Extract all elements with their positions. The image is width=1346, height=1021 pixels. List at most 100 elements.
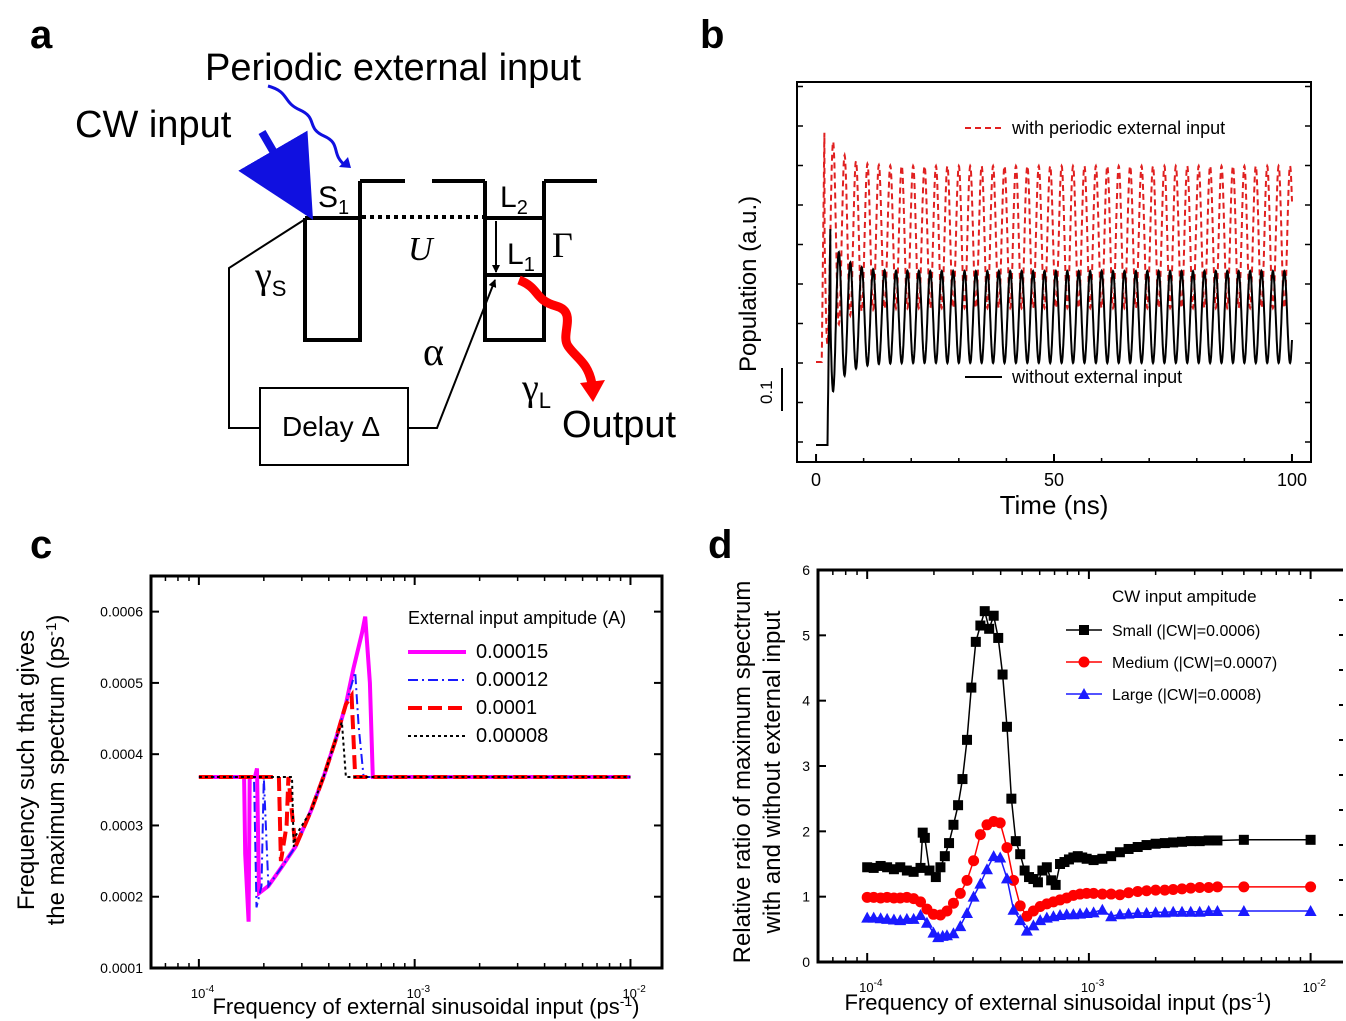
chart-b-x-tick-label: 50: [1044, 470, 1064, 490]
chart-c-ylabel: Frequency such that gives: [13, 630, 40, 910]
chart-d-marker: [924, 865, 935, 876]
chart-d-marker: [1106, 851, 1117, 862]
chart-c-y-tick-label: 0.0002: [100, 889, 143, 905]
chart-d-y-tick-label: 3: [802, 758, 810, 774]
chart-d-marker: [1019, 865, 1030, 876]
chart-d-marker: [914, 908, 927, 920]
chart-d-marker: [980, 863, 993, 875]
output-arrowhead: [580, 380, 605, 402]
chart-d-y-tick-label: 2: [802, 823, 810, 839]
diagram-panel-a: Periodic external input CW input S1 L2 L…: [75, 47, 677, 466]
panel-label-b: b: [700, 13, 724, 57]
chart-d-marker: [907, 912, 920, 924]
chart-d-marker: [974, 877, 987, 889]
chart-d-legend-label: Medium (|CW|=0.0007): [1112, 655, 1277, 672]
chart-b-x-tick-label: 100: [1277, 470, 1307, 490]
l1-label: L1: [507, 238, 535, 276]
chart-d-marker: [997, 669, 1008, 680]
chart-d-marker: [1027, 919, 1040, 931]
chart-d-marker: [1185, 882, 1197, 894]
chart-c-x-tick-label: 10-3: [407, 984, 431, 1001]
chart-d-marker: [939, 851, 950, 862]
chart-d-legend-title: CW input ampitude: [1112, 587, 1257, 606]
chart-d-marker: [1097, 853, 1108, 864]
chart-d-marker: [1014, 914, 1027, 926]
chart-c-legend-label: 0.0001: [476, 697, 537, 719]
chart-d-marker: [1000, 872, 1013, 884]
chart-b-x-ticks: 0 50 100: [811, 454, 1307, 490]
chart-d-marker: [1001, 721, 1012, 732]
chart-c-series-line: [198, 721, 631, 847]
chart-c-legend-label: 0.00008: [476, 725, 548, 747]
chart-b-y-ticks: [797, 85, 1311, 443]
chart-d-marker: [882, 862, 893, 873]
chart-d-marker: [1096, 903, 1109, 915]
chart-d-marker: [862, 862, 873, 873]
chart-d-marker: [1184, 905, 1197, 917]
chart-d-marker: [962, 734, 973, 745]
chart-d-marker: [1237, 905, 1250, 917]
energy-levels: [258, 179, 597, 342]
chart-d-marker: [1177, 836, 1188, 847]
chart-d-marker: [1050, 879, 1061, 890]
chart-d-marker: [919, 832, 930, 843]
chart-d-marker: [1006, 793, 1017, 804]
chart-d-marker: [1305, 834, 1316, 845]
chart-d-marker: [1150, 884, 1162, 896]
panel-label-a: a: [30, 13, 53, 57]
chart-d-marker: [1158, 906, 1171, 918]
chart-d-marker: [1088, 855, 1099, 866]
chart-d-marker: [1211, 881, 1223, 893]
chart-d-marker: [968, 855, 980, 867]
chart-d-marker: [961, 907, 974, 918]
chart-c-frame: [149, 574, 664, 970]
chart-d-x-tick-label: 10-3: [1081, 978, 1105, 995]
chart-d-marker: [954, 887, 966, 899]
chart-d-marker: [1304, 905, 1317, 917]
panel-label-c: c: [30, 523, 52, 567]
chart-d-legend-marker: [1078, 688, 1090, 699]
chart-d-marker: [993, 632, 1004, 643]
chart-d-marker: [908, 866, 919, 877]
gamma-cap-label: Γ: [552, 225, 573, 265]
chart-d-marker: [944, 838, 955, 849]
chart-d-marker: [994, 851, 1007, 863]
chart-d-marker: [967, 890, 980, 902]
chart-d-y-tick-label: 5: [802, 627, 810, 643]
chart-d-marker: [1081, 853, 1092, 864]
chart-d-marker: [1014, 900, 1026, 912]
chart-c-legend-label: 0.00012: [476, 669, 548, 691]
chart-d-marker: [875, 860, 886, 871]
chart-d-legend-label: Small (|CW|=0.0006): [1112, 623, 1260, 640]
chart-d-marker: [1041, 862, 1052, 873]
cw-input-arrow: [238, 129, 314, 220]
chart-d-y-tick-label: 4: [802, 693, 810, 709]
chart-b-scale-bar-label: 0.1: [757, 380, 776, 404]
chart-d-marker: [954, 920, 967, 932]
chart-d-marker: [1131, 907, 1144, 918]
chart-c-y-tick-label: 0.0001: [100, 960, 143, 976]
chart-c: 10-4 10-3 10-2 0.0001 0.0002 0.0003 0.0004 0.00…: [13, 574, 664, 1019]
chart-c-y-tick-label: 0.0003: [100, 817, 143, 833]
chart-b: 0 50 100 with periodic external input witho…: [735, 81, 1312, 520]
periodic-input-wavy-arrow: [267, 84, 347, 168]
chart-d-marker: [975, 620, 986, 631]
chart-b-legend: with periodic external input without exte…: [965, 118, 1225, 387]
chart-d-marker: [1203, 835, 1214, 846]
chart-d-marker: [915, 896, 927, 908]
chart-d-marker: [1010, 836, 1021, 847]
chart-b-legend-label: without external input: [1011, 367, 1182, 387]
chart-d-marker: [1123, 887, 1135, 899]
chart-d-marker: [1167, 883, 1179, 895]
chart-d-marker: [953, 800, 964, 811]
chart-d-marker: [1123, 843, 1134, 854]
chart-b-x-tick-label: 0: [811, 470, 821, 490]
chart-c-y-tick-label: 0.0006: [100, 604, 143, 620]
chart-c-y-tick-label: 0.0004: [100, 746, 143, 762]
periodic-input-label: Periodic external input: [205, 47, 581, 89]
chart-d-marker: [1105, 910, 1118, 922]
chart-c-legend-label: 0.00015: [476, 641, 548, 663]
chart-b-ylabel: Population (a.u.): [735, 196, 762, 372]
delay-loop-line: [228, 217, 308, 429]
chart-d-marker: [888, 864, 899, 875]
